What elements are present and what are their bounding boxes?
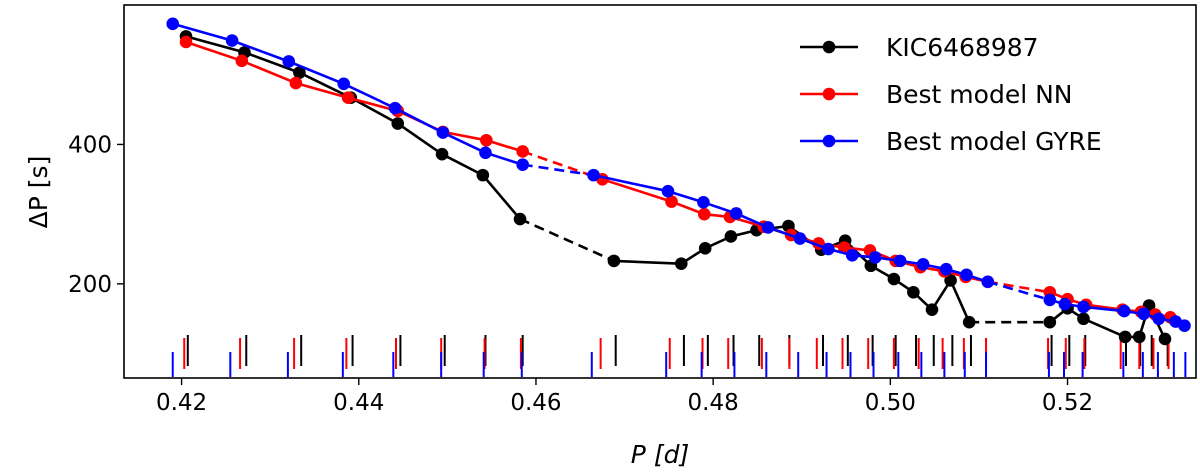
data-point xyxy=(337,77,351,91)
x-axis-label: P [d] xyxy=(631,440,689,469)
data-point xyxy=(907,285,920,299)
data-point xyxy=(1043,315,1057,329)
series-gap-line xyxy=(987,280,1051,294)
data-point xyxy=(235,54,249,68)
legend: KIC6468987 Best model NN Best model GYRE xyxy=(800,33,1102,156)
data-point xyxy=(480,133,493,147)
data-point xyxy=(388,101,402,115)
data-point xyxy=(516,145,529,158)
data-point xyxy=(479,146,492,160)
series-gap-line xyxy=(987,280,1051,302)
series-layer xyxy=(166,17,1191,346)
data-point xyxy=(697,207,711,221)
series-line xyxy=(185,40,524,153)
data-point xyxy=(1058,297,1072,311)
data-point xyxy=(1158,332,1172,346)
data-point xyxy=(436,126,450,139)
x-tick-label: 0.46 xyxy=(510,390,561,416)
y-axis-label: ΔP [s] xyxy=(24,156,53,229)
series-line xyxy=(185,35,521,220)
data-point xyxy=(661,184,675,198)
x-tick-label: 0.48 xyxy=(688,390,739,416)
data-point xyxy=(697,196,710,209)
series-kic6468987 xyxy=(179,30,1172,346)
data-point xyxy=(1118,330,1132,344)
data-point xyxy=(960,268,973,282)
data-point xyxy=(476,168,490,182)
data-point xyxy=(674,257,688,270)
data-point xyxy=(225,34,239,47)
data-point xyxy=(822,242,835,256)
data-point xyxy=(665,195,678,208)
data-point xyxy=(845,248,859,262)
x-tick-label: 0.52 xyxy=(1042,390,1093,416)
data-point xyxy=(289,76,303,90)
data-point xyxy=(729,207,743,220)
data-point xyxy=(761,221,775,234)
data-point xyxy=(724,230,738,243)
legend-label: Best model GYRE xyxy=(886,127,1102,156)
series-best-model-gyre xyxy=(166,17,1191,333)
data-point xyxy=(793,232,807,245)
data-point xyxy=(887,272,901,286)
legend-swatch-marker xyxy=(822,87,836,101)
legend-swatch-marker xyxy=(822,134,836,148)
data-point xyxy=(1152,312,1166,326)
data-point xyxy=(293,66,306,79)
mode-period-ticks xyxy=(171,335,1187,377)
legend-item: KIC6468987 xyxy=(800,33,1039,62)
data-point xyxy=(962,315,976,329)
x-tick-label: 0.42 xyxy=(156,390,207,416)
data-point xyxy=(939,262,953,276)
data-point xyxy=(513,212,527,226)
legend-item: Best model NN xyxy=(800,80,1073,109)
series-gap-line xyxy=(519,217,615,263)
y-tick-label: 200 xyxy=(68,272,112,298)
data-point xyxy=(1178,319,1191,333)
data-point xyxy=(868,251,882,264)
x-tick-label: 0.44 xyxy=(333,390,384,416)
y-axis-ticks: 200 400 xyxy=(68,132,124,298)
data-point xyxy=(1077,312,1090,326)
legend-item: Best model GYRE xyxy=(800,127,1102,156)
data-point xyxy=(981,275,995,289)
data-point xyxy=(166,17,180,31)
data-point xyxy=(435,147,449,161)
data-point xyxy=(179,35,193,49)
data-point xyxy=(607,254,621,268)
data-point xyxy=(944,274,957,287)
data-point xyxy=(391,117,405,130)
legend-label: Best model NN xyxy=(886,80,1073,109)
data-point xyxy=(1137,307,1151,321)
data-point xyxy=(925,303,939,316)
data-point xyxy=(1043,293,1057,307)
data-point xyxy=(893,254,907,268)
data-point xyxy=(1117,304,1131,318)
legend-swatch-marker xyxy=(822,40,836,54)
x-axis-ticks: 0.42 0.44 0.46 0.48 0.50 0.52 xyxy=(156,378,1093,416)
data-point xyxy=(516,158,529,171)
data-point xyxy=(1077,300,1090,314)
y-tick-label: 400 xyxy=(68,132,112,158)
data-point xyxy=(916,258,930,271)
data-point xyxy=(587,168,600,182)
plot-frame xyxy=(123,4,1197,379)
legend-label: KIC6468987 xyxy=(886,33,1039,62)
data-point xyxy=(698,242,712,255)
data-point xyxy=(837,241,851,254)
series-line xyxy=(172,22,524,166)
x-tick-label: 0.50 xyxy=(865,390,916,416)
data-point xyxy=(282,55,296,68)
data-point xyxy=(1132,330,1146,344)
data-point xyxy=(341,91,355,105)
series-gap-line xyxy=(522,163,594,177)
